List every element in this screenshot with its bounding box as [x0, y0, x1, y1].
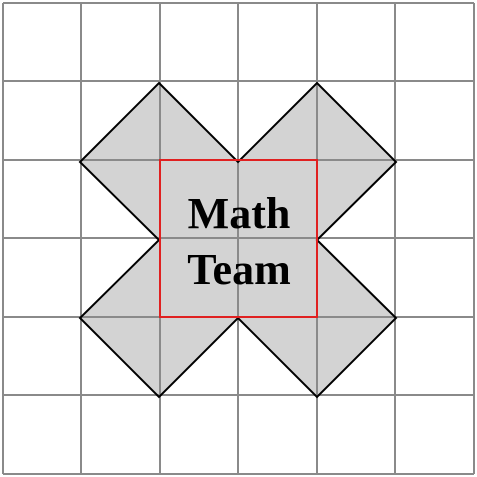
label-line-team: Team — [187, 245, 291, 294]
label-line-math: Math — [188, 189, 291, 238]
inner-square — [159, 159, 318, 318]
